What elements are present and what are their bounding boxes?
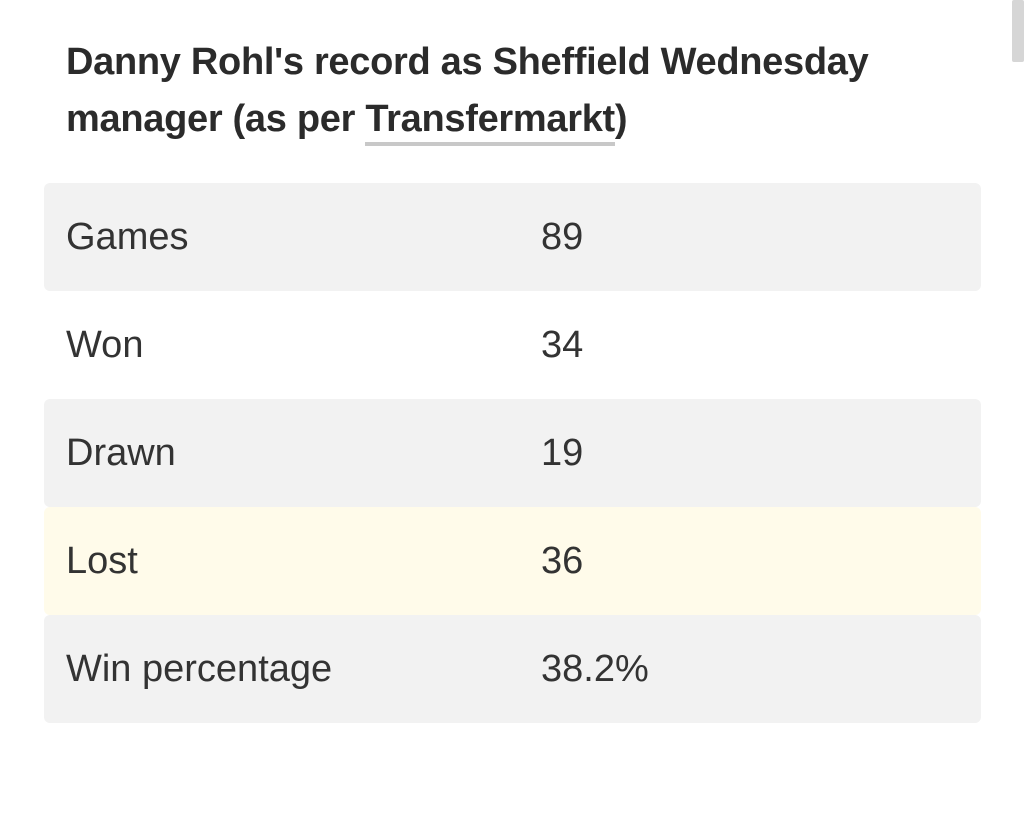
stat-value: 89 <box>541 216 584 258</box>
transfermarkt-link[interactable]: Transfermarkt <box>365 98 615 146</box>
title-text: Danny Rohl's record as Sheffield Wednesd… <box>66 41 869 140</box>
stat-label: Lost <box>66 540 138 582</box>
stat-value: 34 <box>541 324 584 366</box>
table-row-drawn: Drawn 19 <box>44 399 981 507</box>
stat-label: Win percentage <box>66 648 333 690</box>
table-row-win-percentage: Win percentage 38.2% <box>44 615 981 723</box>
stats-table: Games 89 Won 34 Drawn 19 Lost 36 Win per… <box>44 183 981 723</box>
stat-value: 19 <box>541 432 584 474</box>
stat-label: Won <box>66 324 144 366</box>
table-row-lost: Lost 36 <box>44 507 981 615</box>
stat-label: Drawn <box>66 432 176 474</box>
page-title: Danny Rohl's record as Sheffield Wednesd… <box>66 34 946 148</box>
title-close-paren: ) <box>614 98 628 140</box>
scrollbar-thumb[interactable] <box>1012 0 1024 62</box>
stat-label: Games <box>66 216 189 258</box>
table-row-games: Games 89 <box>44 183 981 291</box>
table-row-won: Won 34 <box>44 291 981 399</box>
stat-value: 38.2% <box>541 648 649 690</box>
stat-value: 36 <box>541 540 584 582</box>
